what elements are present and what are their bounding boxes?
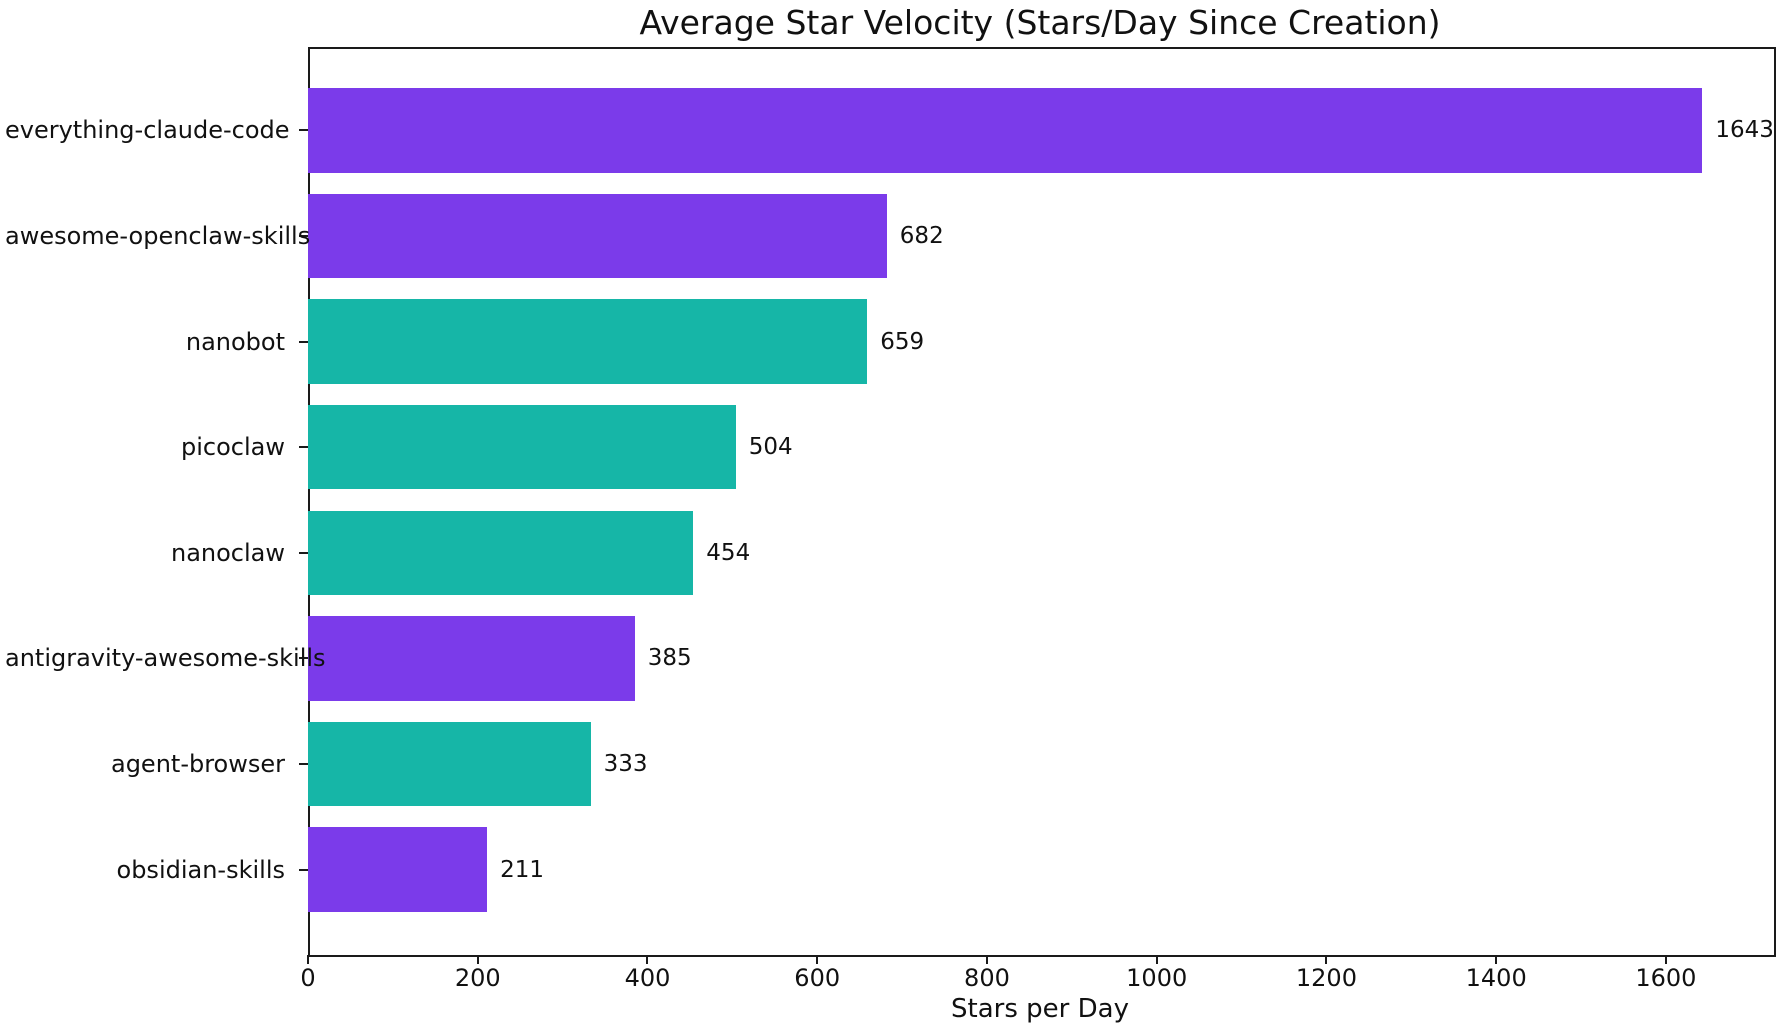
y-tick-label-nanobot: nanobot [185,327,285,356]
x-tick-mark [1495,955,1498,964]
bar-value-label: 682 [899,223,944,249]
x-tick-mark [1325,955,1328,964]
x-tick-label: 400 [624,964,671,992]
chart-title: Average Star Velocity (Stars/Day Since C… [639,3,1441,42]
y-tick-mark [299,657,308,660]
bar-value-label: 1643 [1715,117,1774,144]
y-tick-mark [299,340,308,343]
x-tick-label: 200 [454,964,501,992]
x-tick-label: 1000 [1126,964,1188,992]
bar-nanoclaw [308,510,694,596]
bar-agent-browser [308,721,591,807]
bar-antigravity-awesome-skills [308,616,635,701]
y-tick-label-nanoclaw: nanoclaw [170,538,285,567]
bar-value-label: 454 [706,539,751,566]
bar-value-label: 333 [603,750,648,777]
bar-picoclaw [308,404,736,490]
y-tick-label-antigravity-awesome-skills: antigravity-awesome-skills [5,644,326,673]
x-tick-label: 1600 [1635,964,1697,992]
x-tick-label: 600 [794,964,841,992]
x-axis-label: Stars per Day [951,994,1129,1024]
bar-obsidian-skills [308,827,488,912]
x-tick-label: 0 [300,964,316,992]
plot-area [308,47,1776,957]
x-tick-label: 800 [964,964,1010,992]
x-tick-mark [816,955,819,964]
bar-everything-claude-code [308,88,1703,173]
y-tick-mark [299,868,308,871]
x-tick-mark [307,955,309,964]
bar-value-label: 659 [880,328,925,355]
bar-value-label: 385 [647,645,692,672]
x-tick-mark [476,955,479,964]
x-tick-label: 1200 [1295,964,1357,992]
x-tick-mark [646,955,649,964]
y-tick-label-picoclaw: picoclaw [181,433,285,462]
x-tick-mark [1155,955,1158,964]
y-tick-mark [299,235,308,237]
bar-awesome-openclaw-skills [308,193,887,279]
x-tick-mark [1664,955,1667,964]
bar-nanobot [308,299,868,384]
y-tick-mark [299,551,308,554]
x-tick-mark [985,955,988,964]
y-tick-mark [299,762,308,765]
bar-value-label: 211 [500,856,544,883]
x-tick-label: 1400 [1465,964,1527,992]
y-tick-label-everything-claude-code: everything-claude-code [5,116,290,145]
y-tick-mark [299,446,308,449]
y-tick-mark [299,129,308,132]
y-tick-label-agent-browser: agent-browser [110,749,285,778]
bar-value-label: 504 [748,434,793,461]
y-tick-label-obsidian-skills: obsidian-skills [116,855,285,884]
y-tick-label-awesome-openclaw-skills: awesome-openclaw-skills [5,222,311,250]
